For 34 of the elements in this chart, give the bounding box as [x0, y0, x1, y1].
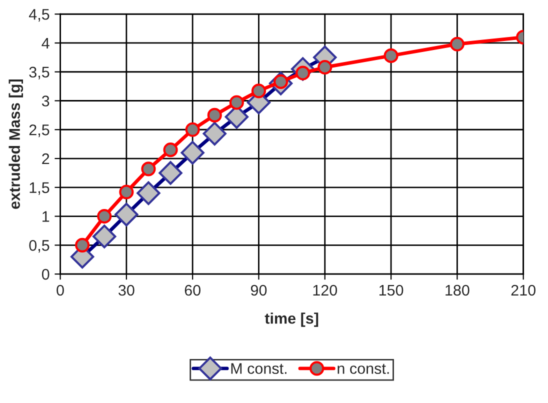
point: [251, 84, 266, 98]
y-tick-label: 4,5: [28, 9, 50, 22]
y-tick-label: 4: [42, 38, 50, 49]
y-tick-label: 3: [42, 96, 50, 106]
point: [163, 142, 178, 158]
x-tick-label: 180: [446, 284, 470, 296]
x-axis-title: time [s]: [264, 312, 318, 327]
y-tick-label: 2: [42, 153, 50, 164]
point: [318, 60, 332, 75]
point: [384, 48, 398, 63]
y-tick-label: 0: [42, 268, 50, 280]
x-tick-label: 120: [313, 284, 338, 296]
point: [185, 122, 200, 137]
point: [141, 162, 156, 176]
point: [450, 36, 464, 52]
point: [229, 95, 244, 110]
y-axis-title: extruded Mass [g]: [8, 80, 24, 209]
x-tick-label: 90: [250, 284, 267, 296]
y-tick-label: 2,5: [29, 124, 50, 138]
x-tick-label: 0: [56, 284, 64, 296]
point: [119, 184, 134, 200]
x-tick-label: 210: [511, 284, 536, 296]
y-tick-label: 3,5: [29, 66, 50, 80]
point: [97, 208, 112, 224]
legend-label: M const.: [231, 363, 286, 374]
x-tick-label: 150: [379, 284, 404, 296]
y-tick-label: 0,5: [29, 240, 50, 253]
y-tick-label: 1,5: [30, 182, 50, 195]
x-tick-label: 60: [184, 284, 200, 296]
y-tick-label: 1: [42, 211, 50, 222]
point: [207, 108, 222, 122]
point: [75, 238, 90, 252]
x-tick-label: 30: [118, 284, 134, 296]
legend-label: n const.: [338, 364, 389, 374]
